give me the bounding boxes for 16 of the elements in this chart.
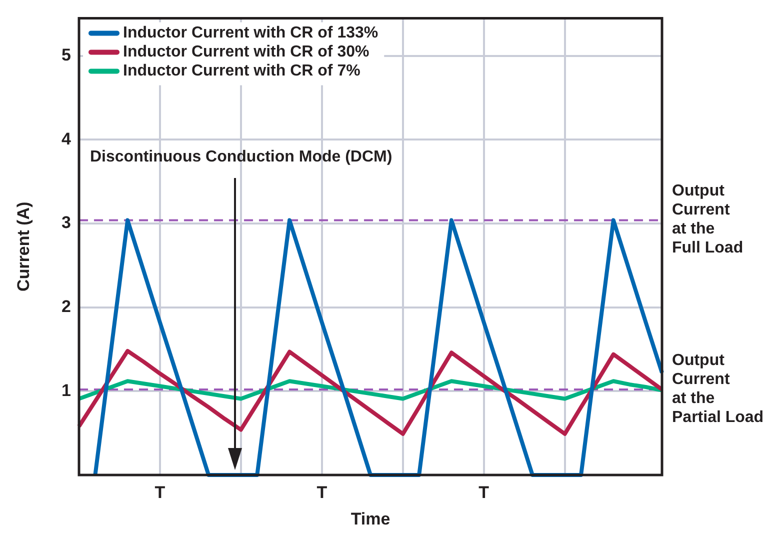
x-tick-label: T	[478, 482, 490, 502]
y-tick-label: 5	[62, 46, 71, 65]
y-tick-label: 2	[62, 297, 71, 316]
y-axis-title: Current (A)	[14, 202, 33, 292]
y-tick-label: 3	[62, 213, 71, 232]
x-axis-title: Time	[350, 509, 390, 528]
x-tick-label: T	[154, 482, 166, 502]
y-tick-label: 1	[62, 380, 71, 400]
ref-line-label: Output Current at the Partial Load	[672, 352, 764, 426]
y-tick-label: 4	[62, 129, 72, 148]
legend-label: Inductor Current with CR of 30%	[123, 44, 370, 61]
annotation: Discontinuous Conduction Mode (DCM)	[90, 148, 392, 166]
x-tick-label: T	[316, 482, 328, 502]
legend-label: Inductor Current with CR of 7%	[123, 62, 360, 80]
ref-line-label: Output Current at the Full Load	[672, 182, 744, 257]
legend-label: Inductor Current with CR of 133%	[123, 24, 378, 42]
